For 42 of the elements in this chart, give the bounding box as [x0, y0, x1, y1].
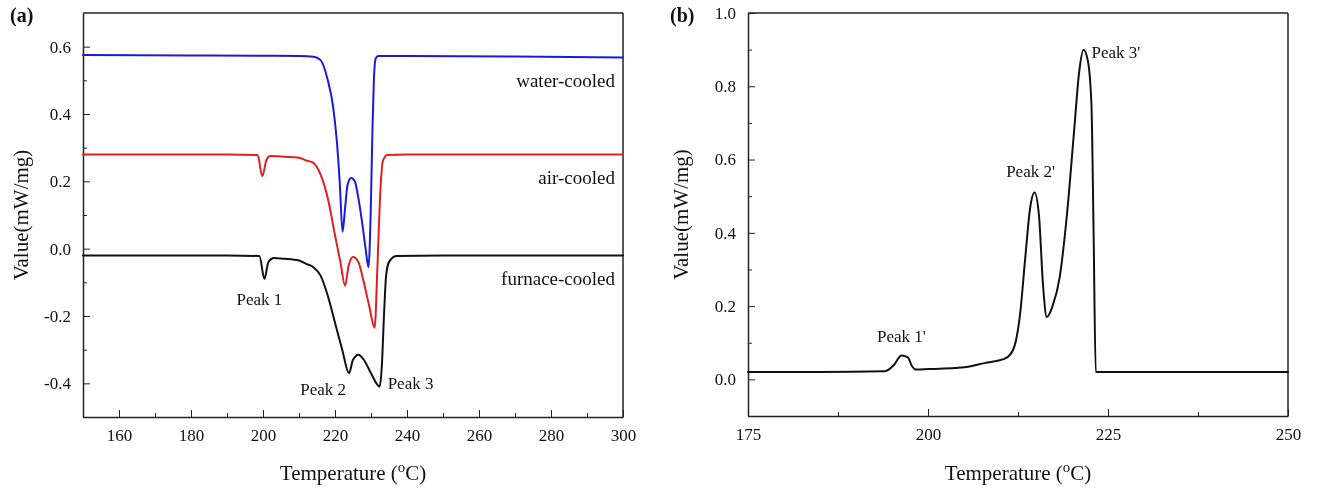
y-axis-title: Value(mW/mg) [9, 149, 33, 281]
y-axis-title: Value(mW/mg) [669, 149, 693, 280]
x-tick-label: 180 [178, 426, 205, 446]
y-tick-label: 1.0 [714, 3, 736, 23]
series-label: water-cooled [516, 70, 616, 92]
chart-title: (b) [670, 4, 695, 27]
x-tick-label: 200 [915, 425, 942, 445]
y-tick-label: 0.4 [49, 104, 72, 124]
line-series [82, 54, 624, 269]
x-tick-label: 280 [538, 426, 565, 446]
x-tick-label: 250 [1275, 425, 1302, 445]
y-tick-label: 0.8 [714, 77, 736, 97]
line-series [747, 48, 1289, 374]
y-tick-label: 0.0 [49, 239, 71, 259]
series-label: air-cooled [538, 167, 616, 189]
x-tick-label: 175 [735, 425, 762, 445]
y-tick-label: 0.2 [714, 297, 736, 317]
annotation: Peak 3 [387, 373, 434, 393]
x-tick-label: 220 [322, 426, 349, 446]
x-tick-label: 200 [250, 426, 277, 446]
x-axis-title: Temperature ($^{o}$C) [944, 459, 1092, 485]
annotation: Peak 1' [876, 326, 926, 346]
annotation: Peak 2 [300, 380, 347, 400]
y-tick-label: -0.4 [44, 374, 72, 394]
y-tick-label: 0.0 [714, 370, 736, 390]
x-axis-title: Temperature ($^{o}$C) [279, 459, 427, 485]
x-tick-label: 225 [1095, 425, 1122, 445]
x-tick-label: 240 [394, 426, 421, 446]
y-tick-label: 0.4 [714, 223, 737, 243]
annotation: Peak 2' [1006, 161, 1055, 181]
annotation: Peak 3' [1091, 42, 1141, 62]
line-series [82, 153, 624, 329]
annotation: Peak 1 [236, 289, 283, 309]
x-tick-label: 160 [106, 426, 133, 446]
y-tick-label: -0.2 [44, 306, 71, 326]
y-tick-label: 0.6 [714, 150, 736, 170]
series-label: furnace-cooled [501, 268, 616, 290]
y-tick-label: 0.6 [49, 37, 71, 57]
chart-title: (a) [10, 4, 34, 27]
x-tick-label: 300 [610, 426, 637, 446]
y-tick-label: 0.2 [49, 172, 71, 192]
x-tick-label: 260 [466, 426, 493, 446]
